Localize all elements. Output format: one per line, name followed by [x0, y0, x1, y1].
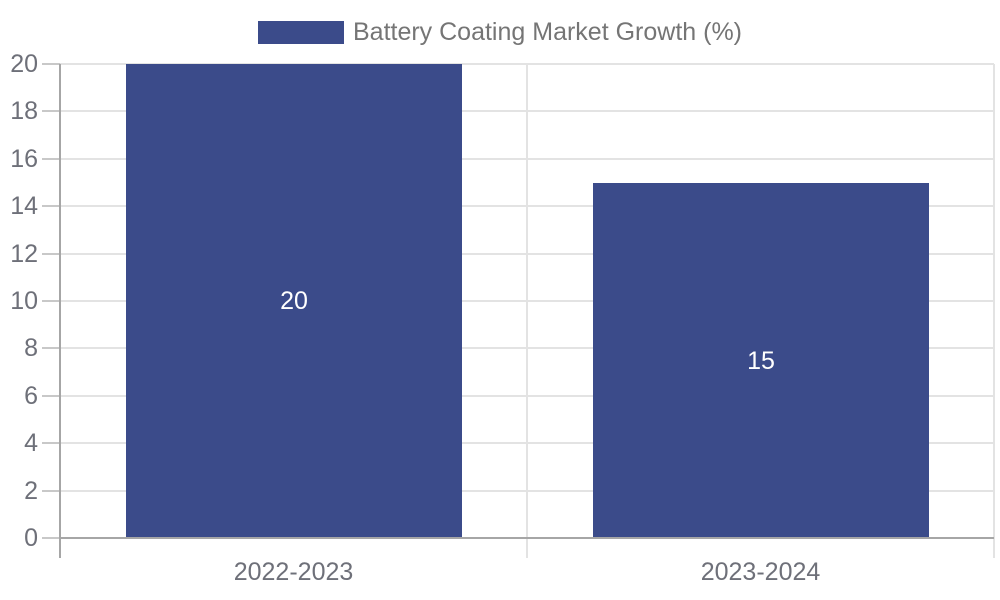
legend-swatch-icon [257, 20, 344, 44]
y-tick-label: 10 [10, 287, 38, 315]
y-tick-label: 0 [24, 524, 38, 552]
y-tick-mark [42, 490, 60, 492]
y-tick-label: 14 [10, 192, 38, 220]
legend-label: Battery Coating Market Growth (%) [352, 18, 742, 46]
bar-2022-2023 [126, 64, 462, 538]
y-axis-line [59, 64, 61, 558]
x-tick-label: 2022-2023 [233, 558, 354, 586]
y-tick-mark [42, 347, 60, 349]
y-tick-label: 20 [10, 50, 38, 78]
x-boundary-gridline [526, 64, 528, 558]
y-tick-label: 12 [10, 240, 38, 268]
y-tick-mark [42, 300, 60, 302]
y-tick-mark [42, 63, 60, 65]
x-tick-label: 2023-2024 [700, 558, 821, 586]
y-tick-label: 2 [24, 477, 38, 505]
chart-legend[interactable]: Battery Coating Market Growth (%) [0, 18, 1000, 46]
x-axis-line [60, 537, 994, 539]
y-tick-label: 6 [24, 382, 38, 410]
y-tick-label: 16 [10, 145, 38, 173]
y-tick-mark [42, 442, 60, 444]
y-tick-mark [42, 110, 60, 112]
y-tick-label: 4 [24, 429, 38, 457]
x-boundary-gridline [993, 64, 995, 558]
y-tick-mark [42, 158, 60, 160]
y-tick-mark [42, 205, 60, 207]
y-tick-label: 18 [10, 97, 38, 125]
bar-2023-2024 [593, 183, 929, 538]
y-tick-mark [42, 537, 60, 539]
bar-value-label: 20 [280, 287, 308, 315]
y-tick-label: 8 [24, 334, 38, 362]
bar-value-label: 15 [747, 347, 775, 375]
y-tick-mark [42, 253, 60, 255]
y-tick-mark [42, 395, 60, 397]
